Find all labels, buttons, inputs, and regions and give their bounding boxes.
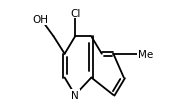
Text: OH: OH	[33, 15, 49, 25]
Text: Cl: Cl	[70, 9, 80, 18]
Text: Me: Me	[138, 49, 153, 59]
Text: N: N	[71, 90, 79, 100]
